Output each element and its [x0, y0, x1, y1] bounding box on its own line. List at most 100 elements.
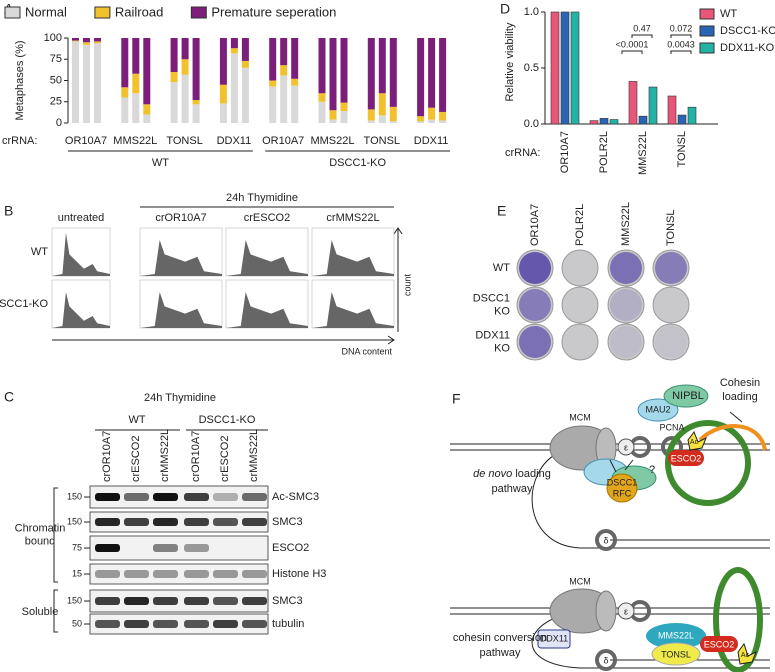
- band: [153, 544, 178, 552]
- legend-label: WT: [720, 8, 737, 20]
- plate: [652, 323, 690, 361]
- bar-segment: [132, 38, 140, 74]
- bar-segment: [417, 116, 425, 122]
- histogram: [312, 292, 394, 328]
- legend-label: Premature seperation: [211, 4, 336, 19]
- bar-segment: [340, 102, 348, 112]
- band: [184, 570, 209, 578]
- bar-segment: [230, 38, 238, 49]
- band: [184, 544, 209, 552]
- epsilon-label: ε: [624, 442, 628, 452]
- histogram: [312, 240, 394, 276]
- band: [184, 518, 209, 526]
- bar-segment: [439, 38, 447, 112]
- band: [124, 518, 149, 526]
- plate-stain: [519, 289, 551, 321]
- y-axis-label: count: [402, 273, 412, 296]
- bar-segment: [72, 38, 79, 41]
- bar-segment: [291, 85, 299, 123]
- delta-label: δ: [603, 535, 608, 545]
- band: [124, 620, 149, 628]
- group-label: DSCC1-KO: [199, 414, 256, 426]
- bar-segment: [329, 110, 337, 120]
- band: [184, 597, 209, 605]
- column-label: untreated: [58, 212, 104, 224]
- bar-segment: [241, 60, 249, 68]
- plate-stain: [519, 326, 551, 358]
- bar: [687, 106, 697, 125]
- bar-segment: [83, 44, 90, 123]
- panel-label: E: [497, 203, 506, 219]
- x-tick-label: MMS22L: [310, 135, 354, 147]
- bar-segment: [318, 101, 326, 123]
- question-label: ?: [649, 464, 655, 476]
- marker: 150: [67, 516, 82, 526]
- bar-segment: [329, 38, 337, 111]
- mcm-label: MCM: [569, 412, 591, 422]
- band: [95, 597, 120, 605]
- p-value: 0.47: [633, 23, 651, 33]
- column-label: OR10A7: [529, 204, 541, 246]
- x-tick-label: TONSL: [676, 131, 688, 167]
- column-label: crESCO2: [244, 212, 290, 224]
- y-tick-label: 1.0: [524, 6, 539, 18]
- band: [184, 493, 209, 501]
- bar-segment: [143, 114, 151, 123]
- bar-segment: [367, 109, 375, 121]
- plate: [561, 249, 599, 287]
- bar-segment: [417, 38, 425, 117]
- bar-segment: [181, 38, 189, 60]
- bar-segment: [241, 67, 249, 123]
- pathway-text: loading: [512, 468, 551, 480]
- x-tick-label: POLR2L: [598, 131, 610, 173]
- bar-segment: [389, 106, 397, 122]
- bar: [560, 11, 570, 125]
- row-label: DDX11: [475, 329, 510, 341]
- nipbl-label: NIPBL: [672, 390, 704, 402]
- band: [95, 620, 120, 628]
- bar-segment: [318, 38, 326, 94]
- row-label: WT: [31, 246, 48, 258]
- bar-segment: [230, 53, 238, 123]
- bar-segment: [219, 103, 227, 123]
- group-label: DSCC1-KO: [329, 157, 386, 169]
- bar-segment: [439, 111, 447, 121]
- legend-swatch: [699, 25, 715, 37]
- bar-segment: [280, 65, 288, 76]
- bar-segment: [121, 87, 129, 98]
- y-tick-label: 0.5: [524, 62, 539, 74]
- dna-axis: [52, 335, 395, 345]
- row-label: KO: [494, 342, 510, 354]
- bar-segment: [143, 104, 151, 115]
- pathway-italic: de novo: [473, 468, 512, 480]
- bar-segment: [230, 48, 238, 54]
- lane-label: crOR10A7: [101, 431, 113, 482]
- delta-label: δ: [603, 655, 608, 665]
- ac-label: Ac: [741, 652, 750, 659]
- tonsl-label: TONSL: [661, 649, 691, 659]
- bar-segment: [367, 120, 375, 123]
- panel-label: D: [500, 1, 510, 17]
- bar-segment: [269, 86, 277, 123]
- section-label: Soluble: [22, 606, 59, 618]
- band: [213, 597, 238, 605]
- bar-segment: [367, 38, 375, 110]
- lane-label: crMMS22L: [159, 429, 171, 482]
- legend-swatch: [699, 8, 715, 20]
- plate: [561, 323, 599, 361]
- band: [242, 620, 267, 628]
- panel-label: B: [4, 203, 13, 219]
- y-tick-label: 50: [50, 74, 62, 86]
- legend-label: DSCC1-KO: [720, 25, 775, 37]
- plate: [607, 286, 645, 324]
- mcm-label: MCM: [569, 576, 591, 586]
- bar-segment: [94, 41, 101, 44]
- row-label: DSCC1-KO: [0, 298, 48, 310]
- bar-segment: [428, 107, 436, 120]
- bar-segment: [121, 97, 129, 123]
- group-label: WT: [152, 157, 169, 169]
- legend-swatch: [699, 42, 715, 54]
- protein-label: ESCO2: [272, 542, 309, 554]
- band: [184, 620, 209, 628]
- marker: 15: [72, 568, 82, 578]
